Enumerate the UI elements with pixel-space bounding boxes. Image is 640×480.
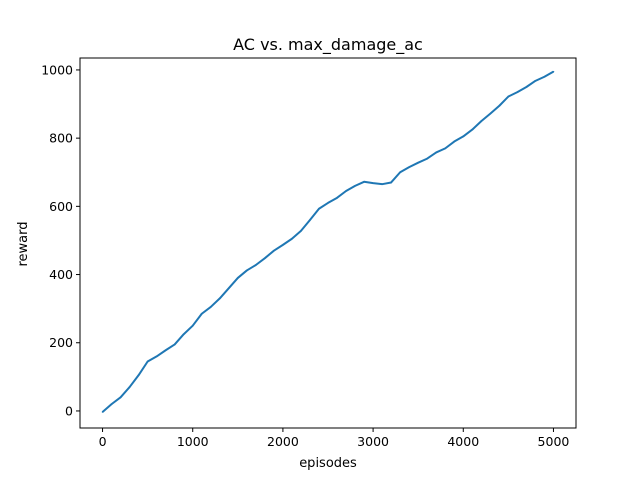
data-point — [264, 257, 266, 259]
data-point — [137, 374, 140, 376]
y-tick-label: 800 — [49, 131, 73, 146]
data-point — [128, 386, 131, 388]
y-tick-label: 0 — [65, 403, 73, 418]
data-point — [435, 151, 438, 154]
data-point — [336, 197, 338, 199]
data-point — [318, 207, 320, 210]
axes-frame — [79, 57, 577, 429]
data-point — [146, 360, 149, 363]
data-point — [327, 202, 329, 204]
plot-area — [101, 70, 555, 413]
data-point — [155, 355, 158, 358]
data-point — [363, 180, 365, 183]
data-point — [101, 411, 104, 413]
x-tick-label: 5000 — [538, 434, 570, 449]
data-point — [209, 306, 212, 308]
data-point — [372, 182, 374, 184]
x-tick-label: 1000 — [177, 434, 209, 449]
data-point — [417, 161, 419, 164]
data-point — [516, 91, 519, 93]
data-point — [543, 75, 546, 78]
y-tick-label: 1000 — [41, 62, 73, 77]
series-line-0 — [101, 70, 554, 413]
data-point — [381, 183, 383, 185]
data-point — [453, 140, 456, 143]
data-point — [291, 237, 293, 240]
data-point — [552, 70, 555, 73]
y-tick-label: 400 — [49, 267, 73, 282]
data-point — [345, 190, 347, 192]
data-point — [191, 324, 194, 327]
data-point — [182, 333, 185, 336]
chart-title: AC vs. max_damage_ac — [233, 35, 423, 55]
data-point — [399, 171, 401, 174]
data-point — [309, 219, 311, 221]
data-point — [119, 396, 122, 399]
y-axis-label: reward — [16, 221, 31, 266]
data-point — [354, 185, 356, 187]
data-point — [237, 277, 239, 279]
data-point — [218, 297, 221, 300]
data-point — [282, 244, 284, 246]
data-point — [444, 147, 447, 150]
data-point — [164, 349, 167, 352]
data-point — [525, 86, 528, 88]
y-tick-label: 200 — [49, 335, 73, 350]
data-point — [173, 343, 176, 346]
data-point — [228, 287, 230, 289]
x-tick-label: 4000 — [447, 434, 479, 449]
data-point — [426, 157, 429, 160]
y-axis: 0 200 400 600 800 1000 — [41, 62, 80, 418]
data-point — [200, 312, 203, 315]
x-tick-label: 2000 — [267, 434, 299, 449]
data-point — [255, 264, 257, 266]
x-tick-label: 0 — [99, 434, 107, 449]
data-point — [273, 249, 275, 252]
data-point — [462, 135, 465, 138]
data-point — [471, 128, 474, 131]
data-point — [300, 230, 302, 232]
data-point — [534, 80, 537, 82]
x-axis: 0 1000 2000 3000 4000 5000 — [99, 428, 570, 449]
data-point — [480, 120, 483, 122]
data-point — [390, 181, 392, 184]
data-point — [110, 403, 113, 405]
data-point — [489, 112, 492, 115]
data-point — [498, 104, 501, 107]
data-point — [246, 269, 248, 272]
data-point — [507, 95, 510, 98]
y-tick-label: 600 — [49, 199, 73, 214]
x-tick-label: 3000 — [357, 434, 389, 449]
x-axis-label: episodes — [299, 456, 357, 471]
data-point — [408, 166, 410, 168]
